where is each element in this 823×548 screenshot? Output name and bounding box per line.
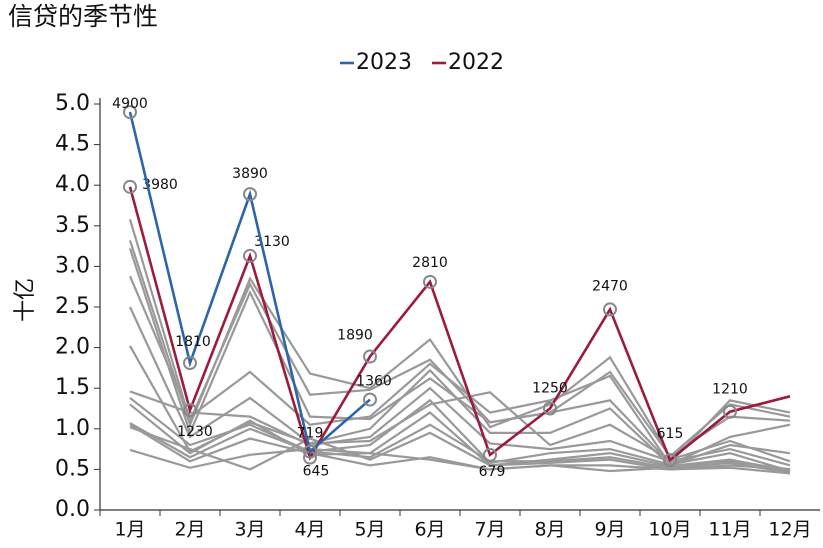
y-axis-label: 十亿 [13, 278, 38, 322]
legend-label: 2023 [356, 50, 412, 75]
value-label: 1250 [532, 381, 568, 397]
y-tick-label: 1.5 [55, 375, 90, 400]
line-series [129, 403, 791, 473]
value-label: 2470 [592, 278, 628, 294]
line-series [129, 397, 791, 473]
value-label: 1890 [337, 328, 373, 344]
value-label: 4900 [112, 96, 148, 112]
x-tick-label: 3月 [234, 519, 265, 541]
line-series [128, 186, 791, 463]
y-tick-label: 1.0 [55, 416, 90, 441]
value-label: 3980 [142, 177, 178, 193]
y-tick-label: 0.0 [55, 497, 90, 522]
y-tick-label: 2.0 [55, 335, 90, 360]
x-tick-label: 4月 [294, 519, 325, 541]
x-tick-label: 12月 [768, 519, 811, 541]
value-label: 1360 [356, 374, 392, 390]
line-series [128, 240, 791, 459]
y-tick-label: 2.5 [55, 294, 90, 319]
line-series [128, 111, 371, 455]
value-label: 1810 [175, 334, 211, 350]
value-label: 2810 [412, 255, 448, 271]
y-tick-label: 0.5 [55, 456, 90, 481]
value-label: 1230 [177, 424, 213, 440]
legend-label: 2022 [448, 50, 504, 75]
x-tick-label: 5月 [354, 519, 385, 541]
y-tick-label: 3.5 [55, 213, 90, 238]
point-marker [303, 444, 317, 459]
y-tick-label: 5.0 [55, 91, 90, 116]
value-label: 679 [479, 464, 506, 480]
x-tick-label: 11月 [708, 519, 751, 541]
y-tick-label: 4.5 [55, 132, 90, 157]
line-series [128, 248, 791, 458]
point-marker [243, 248, 257, 263]
line-series [129, 447, 791, 473]
point-marker [723, 404, 737, 419]
x-tick-label: 2月 [174, 519, 205, 541]
value-label: 615 [657, 426, 684, 442]
point-marker [183, 356, 197, 371]
point-marker [423, 274, 437, 289]
y-tick-label: 4.0 [55, 172, 90, 197]
value-label: 645 [303, 464, 330, 480]
value-label: 1210 [712, 382, 748, 398]
point-marker [603, 302, 617, 317]
point-marker [243, 187, 257, 202]
x-tick-label: 8月 [534, 519, 565, 541]
point-marker [183, 403, 197, 418]
line-series [129, 386, 791, 467]
point-marker [663, 453, 677, 468]
line-series [129, 426, 791, 475]
point-marker [123, 179, 137, 194]
x-tick-label: 1月 [114, 519, 145, 541]
point-marker [543, 401, 557, 416]
x-tick-label: 10月 [648, 519, 691, 541]
value-label: 3890 [232, 166, 268, 182]
point-marker [363, 392, 377, 407]
x-tick-label: 6月 [414, 519, 445, 541]
value-label: 719 [297, 426, 324, 442]
x-tick-label: 7月 [474, 519, 505, 541]
x-tick-label: 9月 [594, 519, 625, 541]
legend: 2023 2022 [340, 50, 504, 75]
point-marker [483, 447, 497, 462]
chart-title: 信贷的季节性 [8, 2, 158, 31]
point-marker [363, 349, 377, 364]
y-tick-label: 3.0 [55, 253, 90, 278]
point-marker [123, 105, 137, 120]
